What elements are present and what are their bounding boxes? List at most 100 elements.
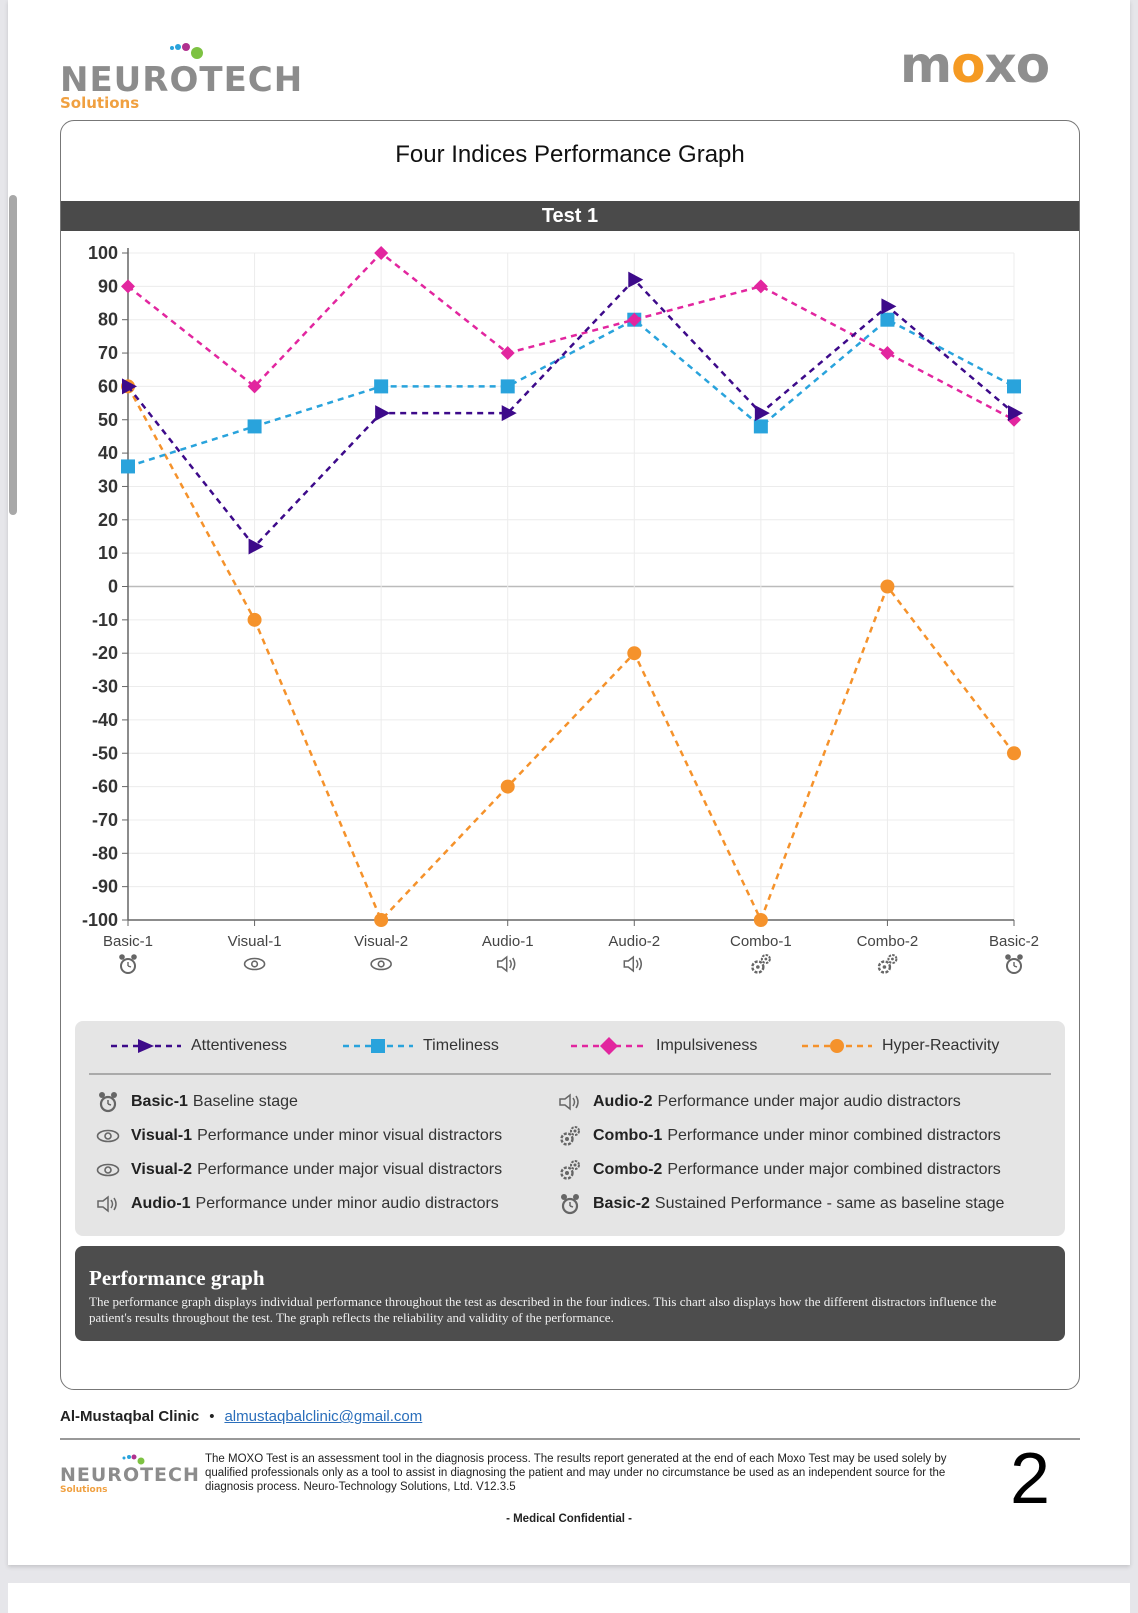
y-tick-label: -80 (92, 843, 118, 863)
data-point-attentiveness (628, 271, 644, 288)
clinic-info: Al-Mustaqbal Clinic • almustaqbalclinic@gm… (60, 1408, 422, 1425)
stage-desc-visual-1: Visual-1 Performance under minor visual d… (95, 1125, 502, 1147)
stage-name: Visual-1 (131, 1127, 193, 1144)
performance-info-text: The performance graph displays individua… (89, 1294, 997, 1325)
clinic-name: Al-Mustaqbal Clinic (60, 1408, 200, 1425)
stage-desc-basic-1: Basic-1 Baseline stage (95, 1091, 298, 1113)
test-label-bar: Test 1 (61, 201, 1079, 231)
speaker-icon (95, 1193, 121, 1215)
stage-desc-visual-2: Visual-2 Performance under major visual d… (95, 1159, 502, 1181)
y-tick-label: 30 (98, 476, 118, 496)
legend-label: Impulsiveness (656, 1037, 758, 1054)
stage-text: Performance under minor visual distracto… (197, 1127, 503, 1144)
data-point-hyper-reactivity (247, 612, 262, 627)
confidential-label: - Medical Confidential - (506, 1513, 632, 1525)
eye-icon (243, 957, 266, 971)
y-tick-label: 70 (98, 343, 118, 363)
y-tick-label: -20 (92, 643, 118, 663)
y-tick-label: 0 (108, 577, 118, 597)
y-tick-label: -30 (92, 677, 118, 697)
stage-name: Combo-1 (593, 1127, 663, 1144)
next-page (8, 1583, 1130, 1613)
y-tick-label: -70 (92, 810, 118, 830)
gears-icon (557, 1125, 583, 1147)
x-tick-label: Visual-2 (354, 933, 408, 950)
data-point-hyper-reactivity (500, 779, 515, 794)
y-tick-label: -90 (92, 877, 118, 897)
y-tick-label: 40 (98, 443, 118, 463)
alarm-clock-icon (557, 1193, 583, 1215)
neurotech-logo: NEUROTECH Solutions (60, 38, 310, 118)
stage-desc-basic-2: Basic-2 Sustained Performance - same as b… (557, 1193, 1004, 1215)
performance-graph-panel: Four Indices Performance Graph Test 1 10… (60, 120, 1080, 1390)
y-tick-label: -40 (92, 710, 118, 730)
data-point-impulsiveness (374, 246, 389, 260)
alarm-clock-icon (95, 1091, 121, 1113)
diamond-marker-icon (571, 1037, 646, 1055)
y-tick-label: 100 (88, 243, 118, 263)
stage-text: Sustained Performance - same as baseline… (654, 1195, 1005, 1212)
series-line-attentiveness (127, 277, 1015, 549)
page-number: 2 (1010, 1439, 1051, 1519)
stage-name: Basic-1 (131, 1093, 188, 1110)
data-point-hyper-reactivity (880, 579, 895, 594)
gears-icon (557, 1159, 583, 1181)
footer-logo-subtitle: Solutions (60, 1485, 108, 1495)
stage-text: Performance under minor combined distrac… (667, 1127, 1001, 1144)
vertical-scrollbar[interactable] (9, 195, 17, 515)
x-tick-label: Visual-1 (228, 933, 282, 950)
legend-divider (89, 1073, 1051, 1075)
series-line-hyper-reactivity (126, 385, 1015, 924)
legend-item-impulsiveness: Impulsiveness (571, 1037, 757, 1055)
y-tick-label: -60 (92, 777, 118, 797)
moxo-logo: moxo (900, 36, 1050, 94)
stage-desc-combo-1: Combo-1 Performance under minor combined … (557, 1125, 1001, 1147)
stage-text: Performance under major visual distracto… (197, 1161, 503, 1178)
legend-label: Hyper-Reactivity (882, 1037, 1000, 1054)
performance-info-box: Performance graph The performance graph … (75, 1246, 1065, 1341)
stage-name: Combo-2 (593, 1161, 663, 1178)
stage-name: Audio-2 (593, 1093, 653, 1110)
stage-desc-audio-2: Audio-2 Performance under major audio dis… (557, 1091, 961, 1113)
data-point-attentiveness (881, 298, 897, 315)
data-point-timeliness (753, 419, 768, 434)
speaker-icon (496, 955, 516, 973)
data-point-impulsiveness (500, 346, 515, 361)
y-tick-label: -10 (92, 610, 118, 630)
data-point-timeliness (880, 312, 895, 327)
stage-name: Visual-2 (131, 1161, 193, 1178)
stage-desc-combo-2: Combo-2 Performance under major combined … (557, 1159, 1001, 1181)
y-tick-label: 20 (98, 510, 118, 530)
data-point-attentiveness (754, 405, 770, 422)
speaker-icon (557, 1091, 583, 1113)
neurotech-subtitle: Solutions (60, 94, 140, 112)
stage-text: Performance under minor audio distractor… (195, 1195, 499, 1212)
clinic-email-link[interactable]: almustaqbalclinic@gmail.com (224, 1408, 423, 1425)
page-title: Four Indices Performance Graph (395, 141, 745, 168)
series-line-impulsiveness (127, 251, 1015, 421)
x-tick-label: Basic-2 (989, 933, 1039, 950)
footer-neurotech-logo: NEUROTECH Solutions (60, 1450, 200, 1500)
speaker-icon (623, 955, 643, 973)
data-point-timeliness (374, 379, 389, 394)
y-tick-label: 80 (98, 310, 118, 330)
stage-name: Basic-2 (593, 1195, 650, 1212)
eye-icon (370, 957, 392, 971)
legend-item-timeliness: Timeliness (343, 1037, 499, 1055)
triangle-marker-icon (111, 1039, 181, 1053)
legend-item-hyper-reactivity: Hyper-Reactivity (802, 1037, 999, 1055)
series-legend: Attentiveness Timeliness Impulsiveness (75, 1033, 1065, 1065)
stage-text: Performance under major audio distractor… (657, 1093, 961, 1110)
data-point-attentiveness (501, 405, 517, 422)
logo-dots-icon (170, 43, 203, 59)
data-point-timeliness (1007, 379, 1021, 394)
legend-panel: Attentiveness Timeliness Impulsiveness (75, 1021, 1065, 1236)
y-tick-label: -50 (92, 743, 118, 763)
x-tick-label: Combo-1 (730, 933, 792, 950)
data-point-hyper-reactivity (753, 913, 768, 927)
stage-desc-audio-1: Audio-1 Performance under minor audio dis… (95, 1193, 499, 1215)
separator-bullet: • (209, 1408, 215, 1425)
alarm-clock-icon (119, 954, 137, 974)
square-marker-icon (343, 1039, 413, 1053)
moxo-logo-m: m (900, 36, 952, 94)
